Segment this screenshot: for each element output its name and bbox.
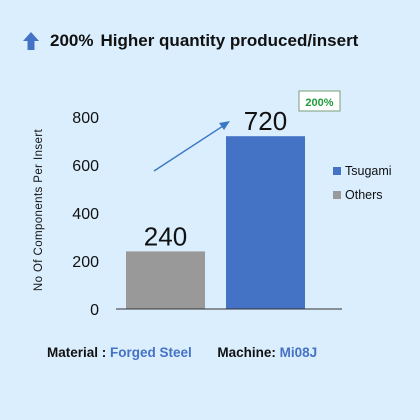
page-header: 200% Higher quantity produced/insert <box>22 29 358 53</box>
header-percent: 200% <box>50 31 94 50</box>
material-value: Forged Steel <box>110 345 192 360</box>
y-tick-label: 200 <box>72 254 99 271</box>
data-label-others: 240 <box>144 221 187 251</box>
bars: 240 720 <box>126 106 305 309</box>
legend: Tsugami Others <box>333 164 392 202</box>
arrow-up-icon <box>23 32 39 50</box>
legend-swatch-others <box>333 191 341 199</box>
y-tick-label: 400 <box>72 206 99 223</box>
bar-others <box>126 251 205 309</box>
machine-value: Mi08J <box>279 345 318 360</box>
annotation-badge: 200% <box>298 90 341 112</box>
y-axis-label: No Of Components Per Insert <box>33 128 45 291</box>
data-label-tsugami: 720 <box>244 106 287 136</box>
material-label: Material : <box>47 345 107 360</box>
y-tick-label: 0 <box>90 302 99 319</box>
legend-swatch-tsugami <box>333 167 341 175</box>
machine-label: Machine: <box>217 345 276 360</box>
legend-label-others: Others <box>345 188 383 202</box>
page-title: 200% Higher quantity produced/insert <box>50 31 358 51</box>
y-tick-label: 800 <box>72 110 99 127</box>
header-text: Higher quantity produced/insert <box>100 31 359 50</box>
y-tick-label: 600 <box>72 158 99 175</box>
y-axis-ticks: 0 200 400 600 800 <box>72 110 99 319</box>
bar-tsugami <box>226 136 305 309</box>
trend-arrow <box>153 121 230 172</box>
legend-label-tsugami: Tsugami <box>345 164 392 178</box>
annotation-text: 200% <box>305 97 333 109</box>
footer: Material : Forged Steel Machine: Mi08J <box>47 345 317 360</box>
